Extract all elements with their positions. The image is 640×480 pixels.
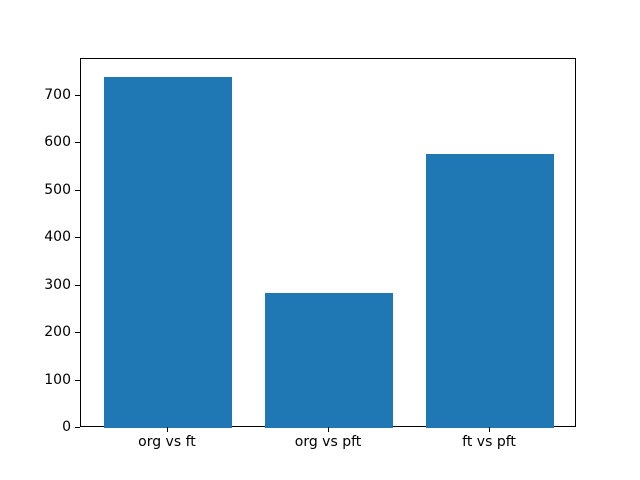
y-tick-mark (75, 142, 80, 144)
y-tick-label-200: 200 (44, 324, 71, 341)
x-tick-mark (489, 427, 491, 432)
y-tick-mark (75, 189, 80, 191)
bar-ft-vs-pft (425, 153, 555, 428)
y-tick-label-400: 400 (44, 229, 71, 246)
y-tick-label-300: 300 (44, 276, 71, 293)
y-tick-label-100: 100 (44, 371, 71, 388)
y-tick-mark (75, 284, 80, 286)
y-tick-label-600: 600 (44, 134, 71, 151)
x-tick-label-org-vs-ft: org vs ft (138, 434, 196, 450)
y-tick-label-500: 500 (44, 181, 71, 198)
y-tick-mark (75, 332, 80, 334)
y-tick-label-0: 0 (62, 419, 71, 435)
y-tick-mark (75, 427, 80, 428)
plot-area (80, 58, 576, 428)
x-tick-mark (328, 427, 329, 432)
x-tick-label-org-vs-pft: org vs pft (294, 434, 362, 450)
y-tick-mark (75, 237, 80, 239)
bar-org-vs-ft (103, 76, 233, 428)
x-tick-mark (166, 427, 168, 432)
x-tick-label-ft-vs-pft: ft vs pft (462, 434, 516, 450)
bar-org-vs-pft (264, 292, 394, 428)
y-tick-mark (75, 379, 80, 381)
y-tick-label-700: 700 (44, 86, 71, 103)
y-tick-mark (75, 94, 80, 96)
